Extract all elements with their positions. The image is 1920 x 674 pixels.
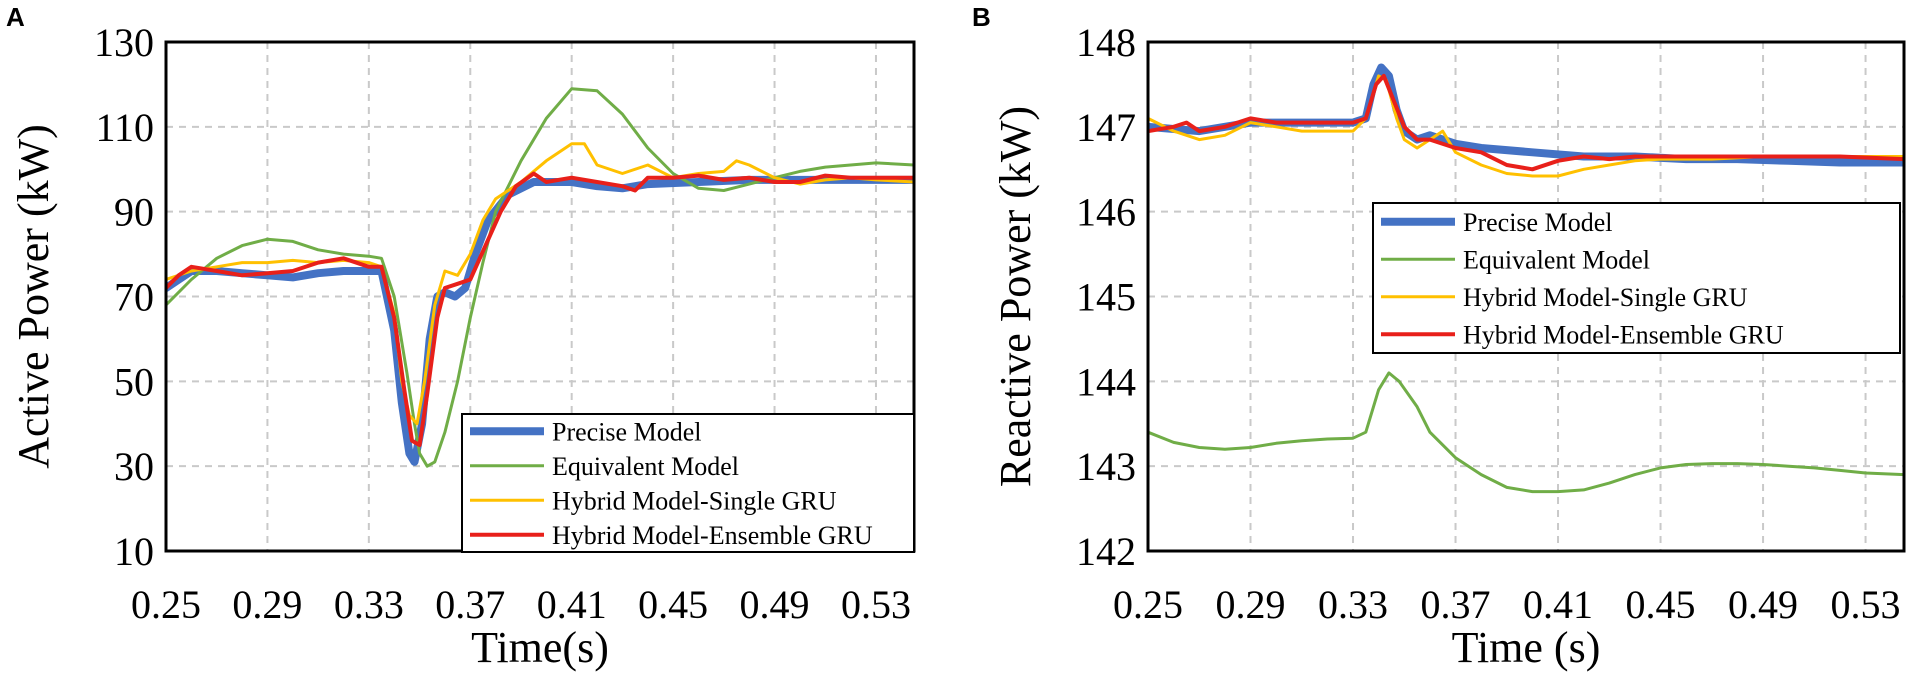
legend-label: Hybrid Model-Single GRU (552, 486, 837, 515)
series-group (166, 87, 914, 468)
x-tick-label: 0.25 (131, 582, 201, 627)
y-tick-label: 144 (1076, 359, 1136, 404)
y-tick-label: 147 (1076, 105, 1136, 150)
x-tick-label: 0.53 (1831, 582, 1901, 627)
y-axis-label: Active Power (kW) (9, 124, 58, 469)
y-tick-label: 148 (1076, 20, 1136, 65)
x-tick-label: 0.29 (1216, 582, 1286, 627)
y-tick-label: 90 (114, 190, 154, 235)
y-tick-label: 30 (114, 444, 154, 489)
legend: Precise Model Equivalent Model Hybrid Mode… (1372, 202, 1901, 354)
x-tick-label: 0.45 (1626, 582, 1696, 627)
plot-area-frame (1146, 40, 1906, 553)
y-tick-label: 10 (114, 529, 154, 574)
x-tick-label: 0.49 (740, 582, 810, 627)
y-tick-label: 146 (1076, 190, 1136, 235)
y-tick-label: 130 (94, 20, 154, 65)
series-line-hybrid-model-ensemble-gru (1148, 73, 1904, 172)
legend-box (461, 413, 915, 553)
x-tick-label: 0.45 (638, 582, 708, 627)
legend-label: Hybrid Model-Single GRU (1463, 283, 1748, 312)
x-axis-label: Time (s) (1452, 623, 1601, 672)
y-tick-label: 145 (1076, 275, 1136, 320)
x-tick-label: 0.41 (1523, 582, 1593, 627)
panel-letter: B (972, 2, 991, 32)
x-tick-label: 0.37 (1421, 582, 1491, 627)
panel-a: A 0.25 0.29 0.33 0.37 0.41 0.45 0.49 0.53 10 30 50 7… (6, 2, 916, 672)
x-tick-label: 0.41 (537, 582, 607, 627)
legend-label: Hybrid Model-Ensemble GRU (552, 521, 873, 550)
legend: Precise Model Equivalent Model Hybrid Mode… (461, 413, 915, 553)
legend-label: Equivalent Model (552, 452, 739, 481)
x-tick-label: 0.25 (1113, 582, 1183, 627)
y-tick-label: 142 (1076, 529, 1136, 574)
y-tick-label: 143 (1076, 444, 1136, 489)
x-tick-label: 0.33 (1318, 582, 1388, 627)
x-tick-label: 0.33 (334, 582, 404, 627)
series-group (1148, 63, 1904, 494)
x-tick-label: 0.29 (232, 582, 302, 627)
legend-label: Equivalent Model (1463, 245, 1650, 274)
y-tick-label: 70 (114, 275, 154, 320)
panel-b: B 0.25 0.29 0.33 0.37 0.41 0.45 0.49 0.53 142 143 1… (972, 2, 1906, 672)
series-line-hybrid-model-ensemble-gru (166, 171, 914, 447)
y-axis-label: Reactive Power (kW) (991, 106, 1040, 487)
x-tick-label: 0.53 (841, 582, 911, 627)
x-tick-label: 0.37 (435, 582, 505, 627)
legend-box (1372, 202, 1901, 354)
legend-label: Precise Model (1463, 208, 1612, 237)
y-tick-label: 110 (95, 105, 154, 150)
series-line-equivalent-model (1148, 371, 1904, 494)
x-axis-label: Time(s) (471, 623, 609, 672)
panel-letter: A (6, 2, 25, 32)
x-tick-label: 0.49 (1728, 582, 1798, 627)
series-line-equivalent-model (166, 87, 914, 468)
y-tick-label: 50 (114, 359, 154, 404)
legend-label: Hybrid Model-Ensemble GRU (1463, 320, 1784, 349)
legend-label: Precise Model (552, 417, 701, 446)
